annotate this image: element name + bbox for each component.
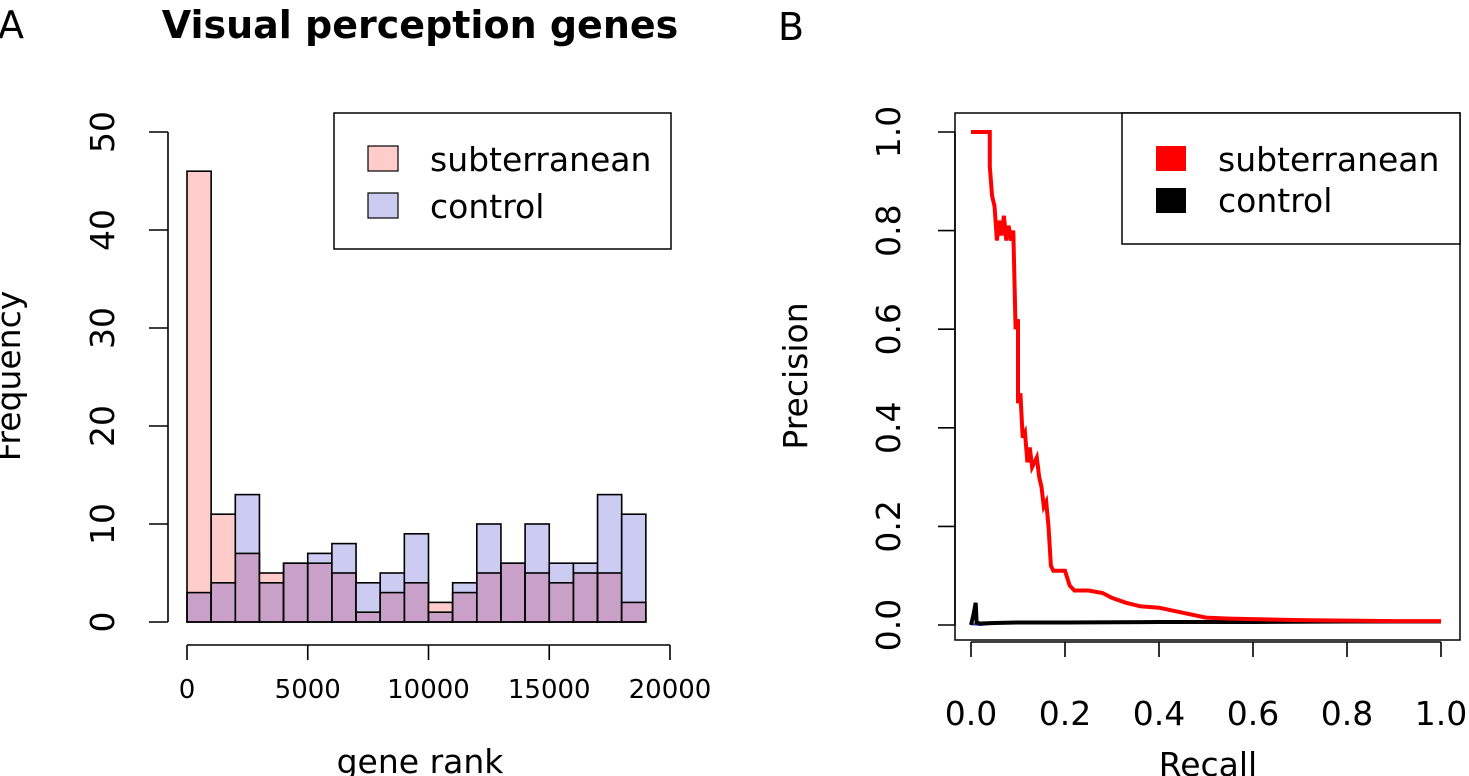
histogram-bar — [307, 553, 332, 564]
y-tick-label: 50 — [83, 111, 122, 153]
legend-label-control: control — [1218, 181, 1332, 220]
y-tick-label: 20 — [83, 405, 122, 447]
histogram-bar — [331, 543, 357, 573]
pr-curve-control — [969, 602, 1441, 626]
legend-swatch-control — [367, 192, 399, 219]
histogram-bar — [211, 582, 236, 622]
histogram-bar — [452, 582, 477, 593]
histogram-bar — [428, 602, 453, 613]
histogram-bar — [500, 563, 526, 622]
histogram-bar — [404, 533, 429, 583]
histogram-bar-outline — [620, 513, 647, 623]
histogram-bar — [235, 553, 260, 622]
histogram-bar — [597, 573, 622, 622]
x-tick-label: 5000 — [275, 675, 341, 705]
pr-curve-subterranean — [971, 130, 1441, 624]
histogram-bar — [476, 524, 501, 573]
histogram-bar — [476, 573, 501, 622]
histogram-bar — [621, 602, 646, 622]
histogram-bar — [259, 582, 284, 622]
x-tick-label: 15000 — [508, 675, 591, 705]
x-axis-label: Recall — [1159, 745, 1257, 776]
x-tick-label: 0.2 — [1039, 694, 1091, 733]
x-tick-label: 0.6 — [1227, 694, 1279, 733]
histogram-bar — [331, 573, 357, 622]
pr-axes: 0.0 0.2 0.4 0.6 0.8 1.0 0.0 0.2 0.4 0.6 0.8 1.0 — [869, 106, 1467, 733]
histogram-bar — [307, 563, 332, 622]
histogram-bar — [380, 592, 405, 622]
x-tick-label: 20000 — [629, 675, 712, 705]
legend: subterranean control — [1121, 112, 1461, 245]
panel-a-label: A — [0, 3, 24, 47]
precision-recall-panel: B 0.0 0.2 0.4 0.6 0.8 1.0 0.0 0.2 0.4 0.6 0.8 1.0 R… — [776, 5, 1467, 776]
pr-curves — [969, 130, 1441, 627]
y-tick-label: 0 — [83, 612, 122, 633]
y-tick-label: 40 — [83, 209, 122, 251]
chart-title: Visual perception genes — [162, 3, 679, 47]
histogram-bar — [187, 592, 212, 622]
y-axis-label: Precision — [776, 302, 815, 449]
x-axis-label: gene rank — [337, 742, 505, 776]
x-tick-label: 0.4 — [1133, 694, 1185, 733]
legend-box — [1121, 112, 1461, 245]
histogram-bar — [283, 563, 308, 622]
y-tick-label: 0.0 — [869, 599, 908, 651]
x-tick-label: 0.0 — [945, 694, 997, 733]
legend-swatch-subterranean — [1156, 146, 1186, 171]
legend-swatch-control — [1156, 188, 1186, 213]
y-tick-label: 10 — [83, 503, 122, 545]
histogram-bar — [211, 514, 236, 583]
histogram-bar — [235, 494, 260, 554]
y-tick-label: 0.2 — [869, 500, 908, 552]
histogram-bar — [549, 582, 574, 622]
histogram-bar — [525, 573, 550, 622]
histogram-bar — [259, 573, 284, 583]
histogram-axes: 0 5000 10000 15000 20000 0 10 20 30 40 50 — [83, 111, 711, 705]
histogram-bar — [597, 494, 622, 573]
y-tick-label: 0.6 — [869, 303, 908, 355]
y-axis-label: Frequency — [0, 291, 28, 461]
legend-label-control: control — [430, 187, 544, 226]
y-tick-label: 0.8 — [869, 204, 908, 256]
histogram-bar — [380, 573, 405, 593]
histogram-panel: A Visual perception genes 0 5000 10000 1500… — [0, 3, 711, 776]
legend-label-subterranean: subterranean — [430, 140, 651, 179]
histogram-bar — [621, 514, 646, 603]
histogram-bar — [404, 582, 429, 622]
legend-label-subterranean: subterranean — [1218, 140, 1439, 179]
histogram-bar — [356, 582, 381, 613]
y-tick-label: 30 — [83, 307, 122, 349]
histogram-bar — [356, 612, 381, 622]
y-tick-label: 0.4 — [869, 402, 908, 454]
histogram-bar — [452, 592, 477, 622]
histogram-bar — [573, 563, 598, 573]
legend-box — [333, 112, 672, 250]
histogram-bar — [549, 563, 574, 583]
x-tick-label: 10000 — [387, 675, 470, 705]
x-tick-label: 0 — [179, 675, 196, 705]
x-tick-label: 0.8 — [1321, 694, 1373, 733]
panel-b-label: B — [778, 5, 804, 49]
histogram-bar — [428, 612, 453, 622]
y-tick-label: 1.0 — [869, 106, 908, 158]
histogram-bar-outline — [403, 532, 430, 623]
legend-swatch-subterranean — [367, 145, 399, 172]
histogram-bars — [186, 170, 647, 623]
histogram-bar-outline — [234, 493, 261, 623]
histogram-bar — [525, 524, 550, 573]
legend: subterranean control — [333, 112, 672, 250]
histogram-bar — [573, 573, 598, 622]
histogram-bar — [187, 171, 212, 593]
x-tick-label: 1.0 — [1415, 694, 1467, 733]
